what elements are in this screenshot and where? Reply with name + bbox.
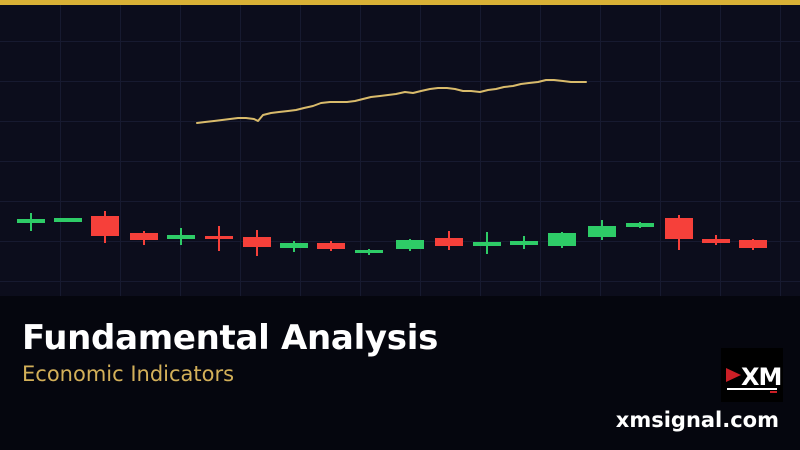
overlay-line-chart <box>196 79 587 124</box>
candle-body <box>243 237 271 247</box>
gridline-vertical <box>540 5 541 296</box>
candle-body <box>205 236 233 239</box>
gridline-horizontal <box>0 281 800 282</box>
candlestick <box>665 215 693 250</box>
candlestick-chart-panel[interactable] <box>0 5 800 296</box>
candlestick <box>396 239 424 251</box>
candle-body <box>91 216 119 236</box>
candle-body <box>167 235 195 239</box>
top-accent-bar <box>0 0 800 5</box>
candle-body <box>548 233 576 246</box>
page-title: Fundamental Analysis <box>22 318 439 358</box>
footer-banner: Fundamental Analysis Economic Indicators… <box>0 296 800 450</box>
candle-body <box>473 242 501 246</box>
gridline-vertical <box>600 5 601 296</box>
candlestick <box>280 241 308 252</box>
gridline-vertical <box>780 5 781 296</box>
page-subtitle: Economic Indicators <box>22 362 235 386</box>
candlestick <box>626 222 654 228</box>
logo-underline <box>727 388 777 390</box>
candlestick <box>435 231 463 250</box>
candlestick <box>17 213 45 231</box>
candlestick <box>739 239 767 250</box>
xm-logo-mark: XM <box>726 363 782 391</box>
gridline-vertical <box>480 5 481 296</box>
logo-underline-accent <box>770 391 777 393</box>
candle-body <box>396 240 424 249</box>
gridline-horizontal <box>0 161 800 162</box>
candlestick <box>130 231 158 245</box>
gridline-vertical <box>720 5 721 296</box>
logo-wordmark: XM <box>741 363 781 391</box>
candle-body <box>317 243 345 249</box>
candlestick <box>473 232 501 254</box>
gridline-vertical <box>660 5 661 296</box>
gridline-horizontal <box>0 121 800 122</box>
candlestick <box>355 249 383 255</box>
candle-body <box>280 243 308 248</box>
candlestick <box>54 218 82 222</box>
candlestick <box>317 241 345 251</box>
xm-logo[interactable]: XM <box>721 348 783 402</box>
candlestick <box>243 230 271 256</box>
candle-body <box>435 238 463 246</box>
logo-red-arrow-icon <box>726 368 741 382</box>
candlestick <box>167 228 195 245</box>
candlestick-series <box>0 5 800 296</box>
gridline-vertical <box>60 5 61 296</box>
candle-body <box>510 241 538 245</box>
gridline-horizontal <box>0 81 800 82</box>
candlestick <box>588 220 616 240</box>
candle-body <box>54 218 82 222</box>
gridline-vertical <box>420 5 421 296</box>
gridline-vertical <box>240 5 241 296</box>
candle-body <box>739 240 767 248</box>
candle-body <box>17 219 45 223</box>
candle-body <box>588 226 616 237</box>
candlestick <box>205 226 233 251</box>
gridline-vertical <box>360 5 361 296</box>
candlestick <box>510 236 538 249</box>
candlestick <box>91 211 119 243</box>
candle-body <box>130 233 158 240</box>
gridline-horizontal <box>0 201 800 202</box>
gridline-horizontal <box>0 41 800 42</box>
gridline-vertical <box>120 5 121 296</box>
candlestick <box>702 235 730 245</box>
gridline-vertical <box>180 5 181 296</box>
candle-body <box>626 223 654 227</box>
candle-body <box>355 250 383 253</box>
candle-body <box>702 239 730 243</box>
gridline-vertical <box>300 5 301 296</box>
candle-body <box>665 218 693 239</box>
domain-label: xmsignal.com <box>615 408 779 432</box>
candlestick <box>548 232 576 248</box>
